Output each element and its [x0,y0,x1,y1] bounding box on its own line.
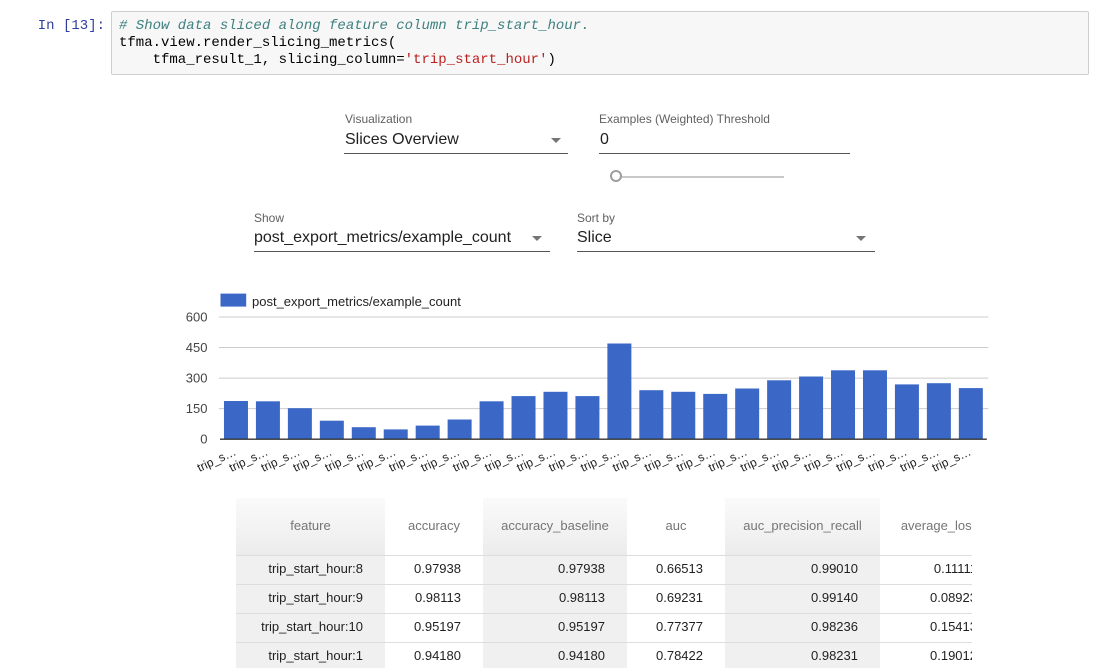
svg-text:300: 300 [186,371,208,386]
svg-text:post_export_metrics/example_co: post_export_metrics/example_count [252,294,461,309]
svg-text:450: 450 [186,340,208,355]
svg-text:150: 150 [186,401,208,416]
svg-text:0: 0 [200,432,207,447]
svg-text:600: 600 [186,310,208,325]
